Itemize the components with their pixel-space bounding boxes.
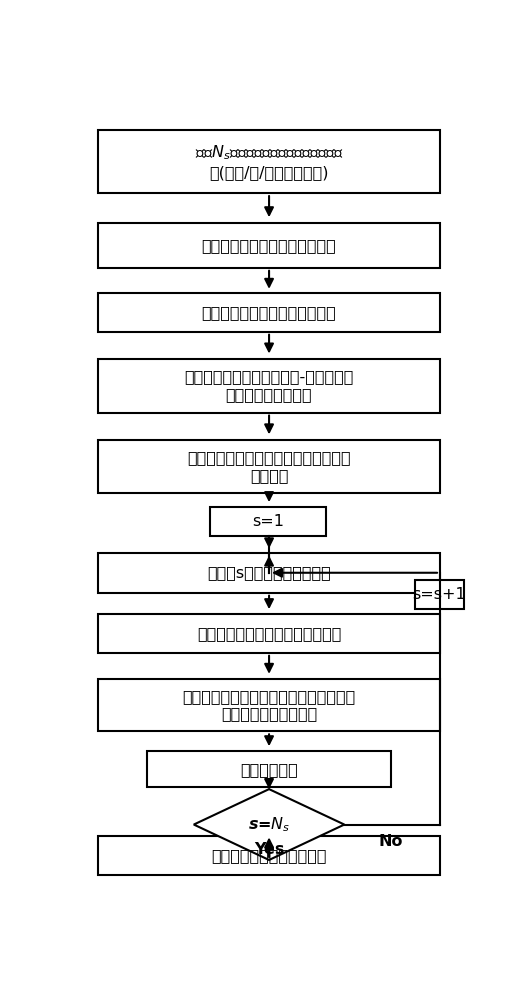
Bar (98, 359, 440, 413)
Text: s=1: s=1 (252, 514, 284, 529)
Bar (98, 440, 440, 493)
Text: 计算等效气负荷的概率密度函数: 计算等效气负荷的概率密度函数 (202, 238, 337, 253)
Text: 保留输出结果: 保留输出结果 (240, 762, 298, 777)
Text: 生成$N_s$个蒙特卡罗模拟的随机注入能量
流(含电/气/热负荷与风电): 生成$N_s$个蒙特卡罗模拟的随机注入能量 流(含电/气/热负荷与风电) (195, 144, 343, 180)
Text: 对于每个线性化点，执行电-气互联综合
能源系统能量流计算: 对于每个线性化点，执行电-气互联综合 能源系统能量流计算 (184, 369, 354, 402)
Text: No: No (379, 834, 403, 849)
Bar (147, 751, 391, 787)
Text: 在所选线性化点泰勒展开，保留一阶项，
计算当前点的运行状态: 在所选线性化点泰勒展开，保留一阶项， 计算当前点的运行状态 (183, 689, 356, 721)
Bar (210, 507, 326, 536)
Bar (98, 223, 440, 268)
Bar (98, 293, 440, 332)
Polygon shape (194, 789, 344, 860)
Text: Yes: Yes (254, 842, 284, 857)
Text: s=$N_s$: s=$N_s$ (248, 815, 290, 834)
Bar (98, 614, 440, 653)
Text: s=s+1: s=s+1 (413, 587, 466, 602)
Bar (415, 580, 465, 609)
Text: 选择距离当前样本最近的线性化点: 选择距离当前样本最近的线性化点 (197, 626, 341, 641)
Bar (98, 836, 440, 875)
Text: 计算第s个样本的等效气负荷: 计算第s个样本的等效气负荷 (207, 565, 331, 580)
Bar (98, 679, 440, 731)
Bar (98, 553, 440, 593)
Text: 保留每次能量流计算的状态量与雅克比
矩阵结果: 保留每次能量流计算的状态量与雅克比 矩阵结果 (187, 450, 351, 483)
Text: 输出状态量的概率密度函数: 输出状态量的概率密度函数 (211, 848, 327, 863)
Text: 确定多个线性化点和线性化区间: 确定多个线性化点和线性化区间 (202, 305, 337, 320)
Bar (98, 130, 440, 193)
